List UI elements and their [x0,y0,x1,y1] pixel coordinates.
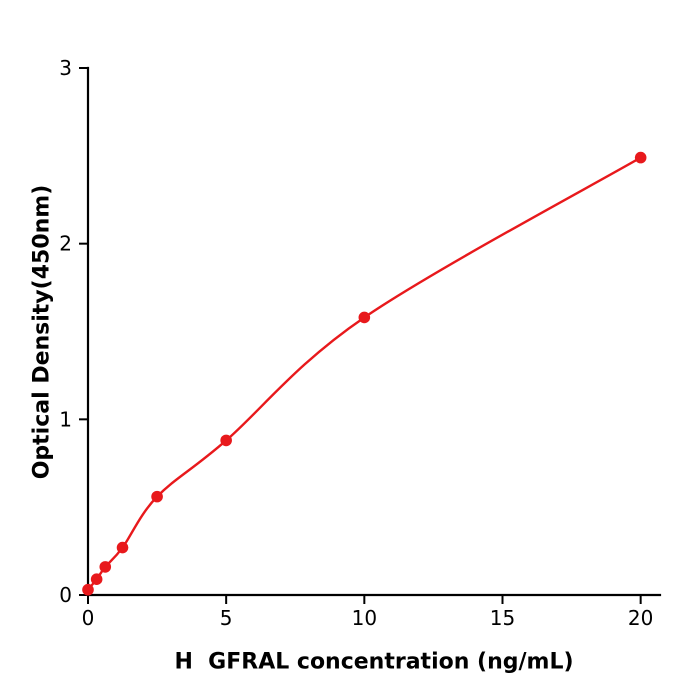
y-axis-title: Optical Density(450nm) [29,184,55,480]
data-point [358,311,371,324]
data-point [99,561,112,573]
data-point [220,434,232,447]
data-point [634,151,647,164]
axes [86,66,662,597]
y-tick-label: 3 [59,56,72,80]
data-point [82,583,94,596]
y-tick-label: 0 [59,583,72,607]
data-point [116,541,129,554]
x-tick-label: 20 [628,606,653,630]
x-tick-label: 15 [490,606,515,630]
data-points [82,151,647,596]
x-tick-label: 10 [352,606,377,630]
tick-labels: 0 5 10 15 20 0 1 2 3 [59,56,653,630]
x-tick-label: 5 [220,606,233,630]
y-tick-label: 1 [59,407,72,431]
data-point [151,490,163,503]
x-tick-label: 0 [82,606,95,630]
fit-curve [87,156,642,591]
y-tick-label: 2 [59,232,72,256]
tick-marks [79,67,642,604]
data-point [90,573,103,585]
x-axis-title: H GFRAL concentration (ng/mL) [174,649,574,675]
